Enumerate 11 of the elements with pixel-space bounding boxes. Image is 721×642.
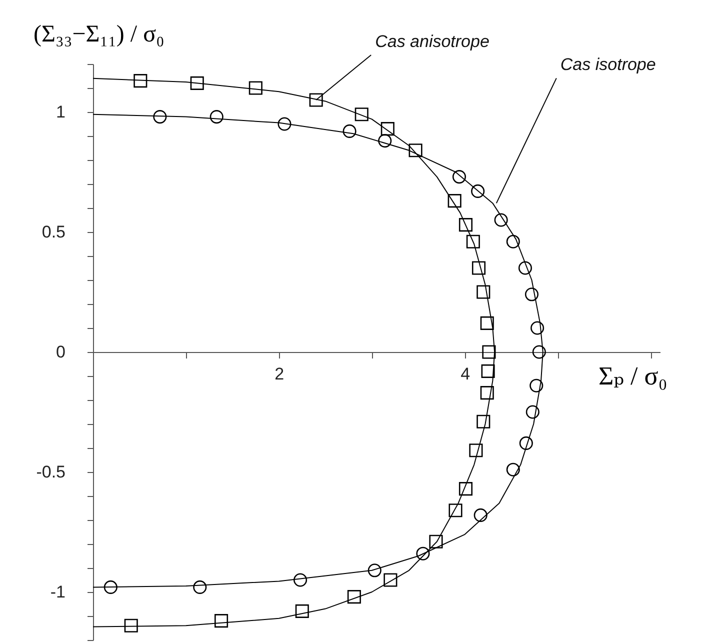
x-tick-label: 4 <box>460 364 470 384</box>
y-axis-title: (Σ₃₃−Σ₁₁) / σ₀ <box>34 22 164 48</box>
y-tick-label: -0.5 <box>36 462 66 482</box>
annotation: Cas isotrope <box>560 55 656 74</box>
y-tick-label: 1 <box>56 102 66 122</box>
annotation: Cas anisotrope <box>375 32 490 51</box>
x-axis-title: Σₚ / σ₀ <box>598 362 668 390</box>
y-tick-label: 0 <box>56 342 66 362</box>
y-tick-label: 0.5 <box>42 222 66 242</box>
y-tick-label: -1 <box>50 582 66 602</box>
x-tick-label: 2 <box>274 364 284 384</box>
